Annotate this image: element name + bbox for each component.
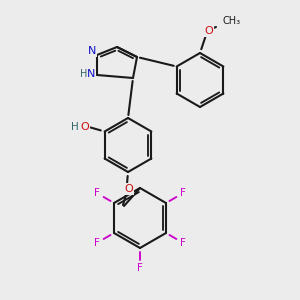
Text: N: N — [88, 46, 96, 56]
Text: O: O — [80, 122, 89, 131]
Text: F: F — [180, 238, 186, 248]
Text: H: H — [80, 69, 88, 79]
Text: H: H — [71, 122, 79, 133]
Text: F: F — [94, 238, 100, 248]
Text: O: O — [124, 184, 134, 194]
Text: CH₃: CH₃ — [223, 16, 241, 26]
Text: F: F — [137, 263, 143, 273]
Text: N: N — [87, 69, 95, 79]
Text: F: F — [180, 188, 186, 198]
Text: F: F — [94, 188, 100, 198]
Text: O: O — [205, 26, 213, 36]
